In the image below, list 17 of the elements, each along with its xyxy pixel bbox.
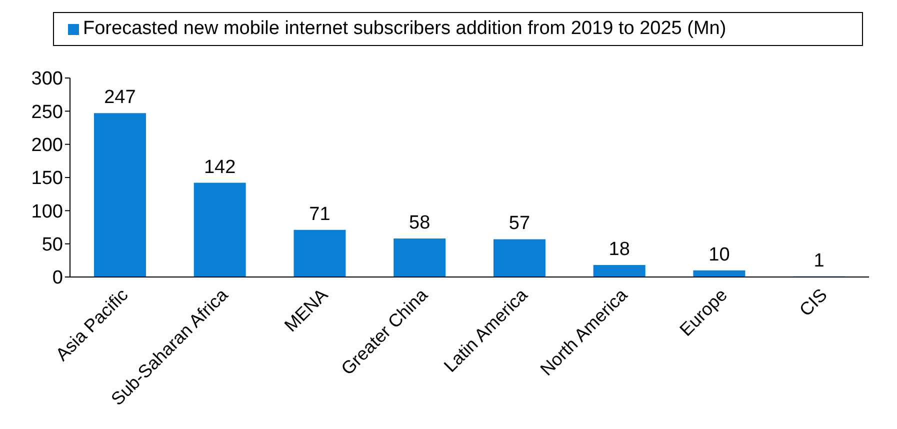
data-label: 247 <box>104 87 136 108</box>
data-label: 10 <box>708 244 730 266</box>
data-label: 142 <box>204 156 236 178</box>
y-tick-label: 50 <box>42 234 63 256</box>
y-tick-label: 250 <box>31 102 63 123</box>
data-label: 18 <box>608 239 630 260</box>
data-label: 1 <box>814 250 824 272</box>
y-tick-label: 200 <box>31 135 63 156</box>
data-label: 58 <box>409 212 430 234</box>
y-tick-label: 0 <box>52 268 63 289</box>
data-label: 57 <box>508 213 530 234</box>
data-label: 71 <box>309 204 330 225</box>
y-tick-label: 100 <box>31 201 63 222</box>
x-tick-label: CIS <box>796 284 831 320</box>
y-tick-label: 150 <box>31 168 63 190</box>
legend-label: Forecasted new mobile internet subscribers addition from 2019 to 2025 (Mn) <box>83 18 726 40</box>
y-tick-label: 300 <box>31 68 63 90</box>
